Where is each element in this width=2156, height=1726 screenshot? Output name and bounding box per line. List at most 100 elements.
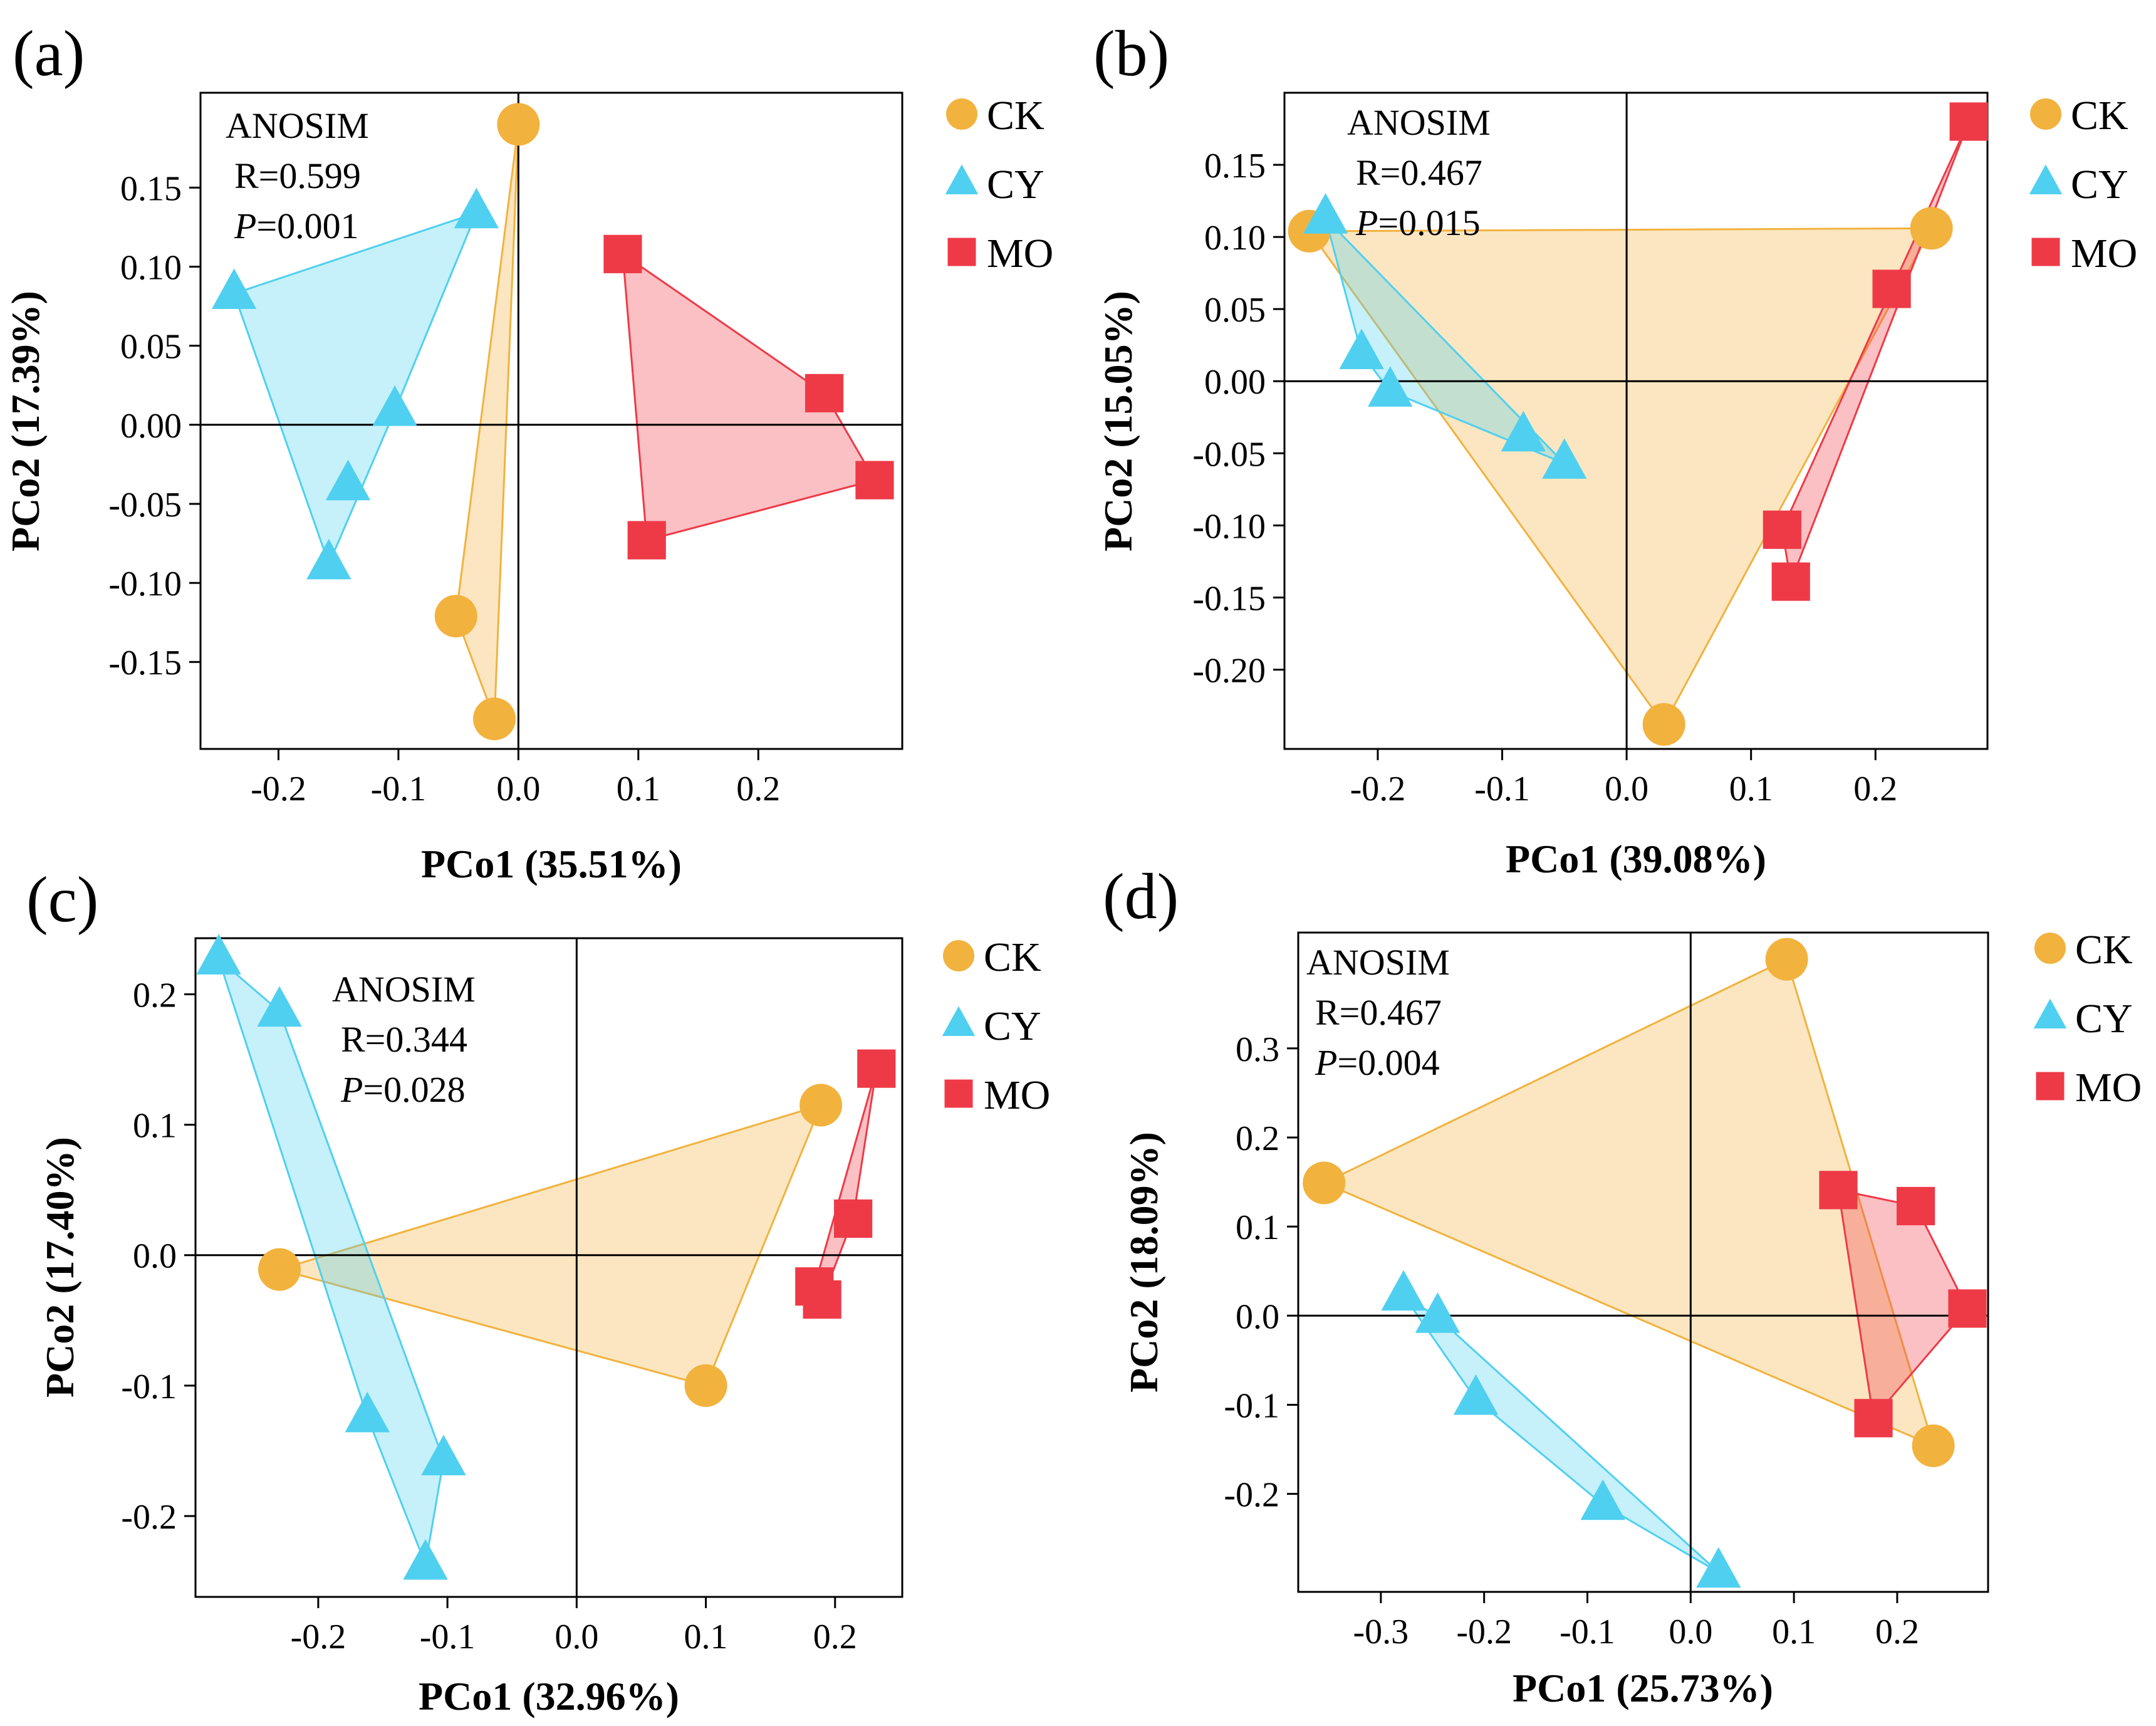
x-tick-label: -0.2 bbox=[251, 770, 306, 808]
y-axis-label: PCo2 (15.05%) bbox=[1096, 291, 1140, 552]
legend-marker-cy bbox=[2029, 164, 2063, 195]
point-cy bbox=[1368, 366, 1413, 407]
anosim-r: R=0.467 bbox=[1356, 152, 1482, 193]
panel-b: -0.2 -0.1 0.0 0.1 0.2 -0.20 -0.15 -0.10 -0.05 0.0… bbox=[1093, 18, 2137, 881]
y-tick-label: 0.10 bbox=[120, 249, 182, 288]
y-tick-label: 0.2 bbox=[133, 976, 177, 1015]
point-mo bbox=[1949, 102, 1988, 141]
legend-item-cy: CY bbox=[942, 1003, 1041, 1049]
y-tick-label: 0.05 bbox=[120, 328, 182, 367]
x-tick-label: -0.1 bbox=[420, 1618, 476, 1656]
point-mo bbox=[603, 234, 642, 273]
legend-label: CY bbox=[984, 1003, 1041, 1049]
point-cy bbox=[1415, 1292, 1461, 1333]
point-cy bbox=[306, 538, 352, 580]
x-tick-label: 0.2 bbox=[1875, 1613, 1919, 1651]
x-tick-label: 0.2 bbox=[1853, 770, 1897, 808]
point-cy bbox=[372, 385, 417, 426]
y-tick-label: 0.05 bbox=[1204, 291, 1266, 330]
point-mo bbox=[1948, 1289, 1987, 1328]
x-tick-label: 0.2 bbox=[736, 770, 780, 808]
y-tick-label: 0.10 bbox=[1204, 219, 1266, 258]
anosim-title: ANOSIM bbox=[226, 105, 369, 146]
panel-c: -0.2 -0.1 0.0 0.1 0.2 -0.2 -0.1 0.0 0.1 0.2 PCo1 (… bbox=[26, 864, 1050, 1718]
point-mo bbox=[1897, 1186, 1935, 1226]
legend-label: MO bbox=[987, 231, 1053, 276]
panel-d: -0.3 -0.2 -0.1 0.0 0.1 0.2 -0.2 -0.1 0.0 0.1 0.2 0.… bbox=[1103, 860, 2142, 1710]
legend-marker-ck bbox=[943, 940, 974, 971]
y-tick-label: -0.05 bbox=[1192, 435, 1266, 474]
hull-ck bbox=[276, 1104, 823, 1387]
hull-ck bbox=[455, 124, 519, 719]
legend-label: MO bbox=[2071, 231, 2137, 276]
legend-label: CK bbox=[984, 934, 1041, 980]
x-tick-label: 0.1 bbox=[684, 1618, 728, 1656]
legend-marker-ck bbox=[2030, 98, 2061, 130]
point-mo bbox=[857, 1049, 896, 1088]
y-tick-label: 0.1 bbox=[133, 1107, 177, 1146]
legend-label: CY bbox=[2071, 162, 2128, 207]
y-tick-label: 0.00 bbox=[1204, 363, 1266, 402]
point-cy bbox=[1580, 1479, 1625, 1520]
legend-marker-ck bbox=[2034, 933, 2066, 964]
plot-frame bbox=[1283, 92, 1989, 750]
point-mo bbox=[834, 1199, 873, 1238]
hull-ck bbox=[1307, 227, 1934, 726]
legend-marker-mo bbox=[947, 238, 976, 266]
x-tick-label: -0.2 bbox=[291, 1618, 346, 1656]
y-tick-label: 0.0 bbox=[1236, 1297, 1279, 1336]
y-tick-label: -0.10 bbox=[108, 565, 182, 604]
point-cy bbox=[257, 986, 302, 1027]
legend-marker-mo bbox=[2036, 1072, 2065, 1101]
anosim-title: ANOSIM bbox=[1306, 942, 1450, 983]
y-axis-label: PCo2 (17.39%) bbox=[3, 291, 48, 552]
point-mo bbox=[805, 374, 844, 412]
anosim-r: R=0.599 bbox=[234, 155, 361, 196]
y-tick-label: -0.15 bbox=[108, 644, 182, 683]
legend-marker-mo bbox=[944, 1079, 973, 1108]
hull-ck bbox=[1321, 958, 1935, 1448]
point-ck bbox=[1910, 207, 1953, 250]
point-cy bbox=[1381, 1270, 1426, 1311]
point-ck bbox=[1642, 703, 1685, 746]
y-tick-label: 0.2 bbox=[1236, 1119, 1279, 1158]
x-axis-label: PCo1 (25.73%) bbox=[1513, 1666, 1773, 1710]
point-mo bbox=[855, 461, 894, 499]
y-tick-label: -0.2 bbox=[1224, 1476, 1279, 1515]
x-axis-label: PCo1 (32.96%) bbox=[419, 1674, 679, 1718]
legend-item-mo: MO bbox=[2031, 231, 2137, 276]
panel-label: (a) bbox=[13, 18, 85, 90]
panel-label: (c) bbox=[26, 864, 98, 936]
point-cy bbox=[1339, 328, 1384, 370]
legend-item-ck: CK bbox=[946, 93, 1044, 139]
y-tick-label: 0.1 bbox=[1236, 1208, 1279, 1247]
point-ck bbox=[1303, 1161, 1346, 1205]
anosim-r: R=0.467 bbox=[1315, 992, 1442, 1033]
anosim-title: ANOSIM bbox=[332, 969, 476, 1010]
point-cy bbox=[345, 1391, 390, 1433]
point-cy bbox=[196, 934, 241, 975]
legend-item-mo: MO bbox=[944, 1072, 1050, 1118]
point-cy bbox=[211, 268, 257, 309]
legend-item-mo: MO bbox=[2036, 1065, 2142, 1111]
plot-frame bbox=[194, 937, 904, 1598]
legend-label: CK bbox=[987, 93, 1044, 139]
point-cy bbox=[403, 1539, 448, 1580]
y-tick-label: -0.1 bbox=[121, 1368, 177, 1406]
x-tick-label: -0.1 bbox=[371, 770, 427, 808]
plot-frame bbox=[1297, 931, 1989, 1593]
legend-marker-mo bbox=[2031, 238, 2060, 266]
anosim-title: ANOSIM bbox=[1347, 102, 1491, 143]
plot-frame bbox=[199, 92, 904, 750]
point-cy bbox=[421, 1435, 466, 1476]
legend-marker-cy bbox=[945, 164, 979, 195]
anosim-p: P=0.001 bbox=[234, 206, 359, 246]
y-axis-label: PCo2 (17.40%) bbox=[38, 1137, 82, 1398]
point-ck bbox=[258, 1248, 301, 1291]
x-tick-label: 0.1 bbox=[1729, 770, 1773, 808]
legend-item-ck: CK bbox=[943, 934, 1041, 980]
y-tick-label: 0.15 bbox=[1204, 147, 1266, 186]
x-tick-label: 0.2 bbox=[813, 1618, 857, 1656]
legend-item-cy: CY bbox=[2029, 162, 2128, 207]
legend-marker-ck bbox=[946, 98, 977, 130]
